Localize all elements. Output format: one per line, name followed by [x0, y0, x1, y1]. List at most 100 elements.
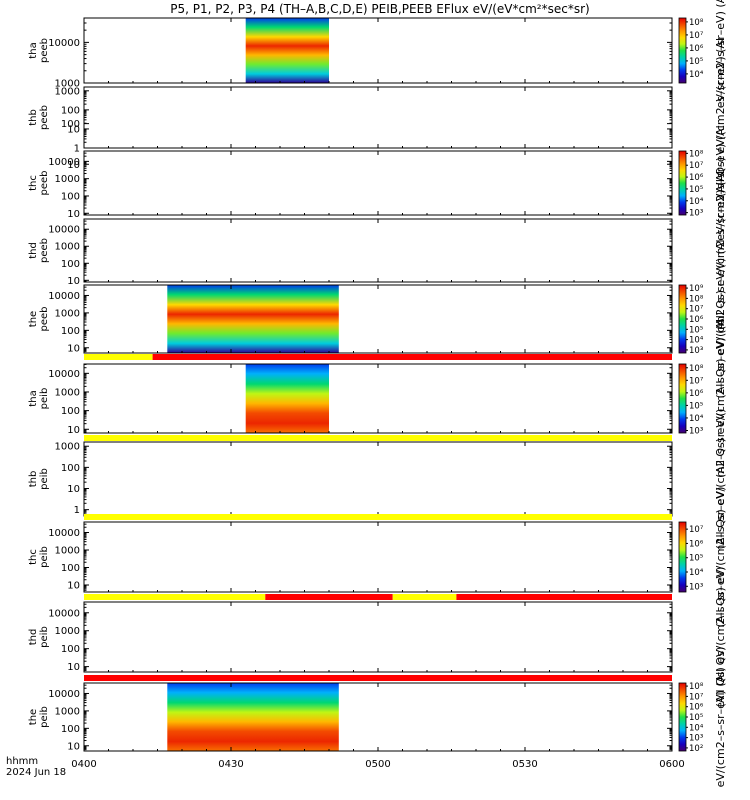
colorbar-scale — [678, 150, 687, 216]
colorbar-tick-label: 10⁷ — [689, 31, 704, 41]
spectrogram-data — [245, 364, 329, 433]
x-tick-label: 0430 — [218, 759, 243, 770]
y-tick-label: 10000 — [48, 369, 80, 380]
y-tick-label: 100 — [61, 105, 80, 116]
colorbar-tick-label: 10⁸ — [689, 294, 704, 304]
y-tick-label: 1000 — [55, 387, 80, 398]
y-tick-label: 1000 — [55, 242, 80, 253]
colorbar-tick-label: 10⁶ — [689, 389, 704, 399]
flag-segment — [84, 675, 672, 681]
x-footer-date: 2024 Jun 18 — [6, 767, 66, 778]
colorbar-tick-label: 10⁷ — [689, 525, 704, 535]
flag-segment — [265, 594, 393, 600]
colorbar-tick-label: 10² — [689, 744, 703, 754]
y-tick-label: 10 — [67, 425, 80, 436]
colorbar-scale — [678, 284, 687, 354]
colorbar-scale — [678, 521, 687, 593]
panel-thb-peib: 1000 100 10 1 thbpeib (All Qs) eV/(cm2–s–sr–e… — [28, 409, 727, 550]
y-tick-label: 1 — [74, 144, 80, 155]
y-axis-label: thdpeib — [28, 626, 50, 648]
panel-thc-peib: 10000 1000 100 10 thcpeib 10⁷ 10⁶ 10⁵ 10⁴ 10³ (All… — [28, 487, 727, 628]
colorbar-label: (All Qs) eV/(cm2–s–sr–eV) — [714, 567, 727, 708]
y-tick-label: 10000 — [48, 689, 80, 700]
colorbar-label: (All Qs) eV/(cm2–s–sr–eV) — [714, 487, 727, 628]
y-tick-label: 10 — [67, 662, 80, 673]
colorbar-tick-label: 10⁸ — [689, 18, 704, 28]
colorbar-tick-label: 10⁴ — [689, 723, 704, 733]
chart-title: P5, P1, P2, P3, P4 (TH–A,B,C,D,E) PEIB,P… — [170, 2, 589, 16]
colorbar-tick-label: 10⁸ — [689, 364, 704, 374]
colorbar-tick-label: 10⁷ — [689, 161, 704, 171]
panel-frame — [83, 521, 673, 593]
spectrogram-data — [245, 18, 329, 83]
colorbar-tick-label: 10⁴ — [689, 414, 704, 424]
flag-segment — [84, 594, 266, 600]
y-tick-label: 100 — [61, 326, 80, 337]
colorbar-tick-label: 10⁴ — [689, 336, 704, 346]
y-tick-label: 10 — [67, 209, 80, 220]
colorbar-tick-label: 10⁶ — [689, 539, 704, 549]
panel-the-peib: 10000100010010thepeib10⁸10⁷10⁶10⁵10⁴10³1… — [28, 647, 727, 788]
y-tick-label: 100 — [61, 563, 80, 574]
panel-frame — [83, 17, 673, 84]
colorbar-tick-label: 10⁶ — [689, 315, 704, 325]
panel-the-peeb: 10000 1000 100 10 thepeeb 10⁹10⁸10⁷10⁶10⁵10⁴1… — [28, 239, 727, 398]
y-tick-label: 1 — [74, 505, 80, 516]
y-axis-label: thepeib — [28, 706, 50, 728]
colorbar-tick-label: 10³ — [689, 209, 703, 219]
colorbar-tick-label: 10³ — [689, 582, 703, 592]
flag-segment — [84, 354, 153, 360]
colorbar-label: (All Qs) eV/(cm2–s–sr–eV) (Al — [714, 38, 727, 197]
panel-frame — [83, 218, 673, 283]
colorbar-scale — [678, 682, 687, 752]
y-tick-label: 1000 — [55, 546, 80, 557]
y-tick-label: 10 — [67, 343, 80, 354]
colorbar-tick-label: 10⁶ — [689, 173, 704, 183]
colorbar-tick-label: 10⁷ — [689, 305, 704, 315]
flag-segment — [392, 594, 457, 600]
flag-segment — [152, 354, 673, 360]
panel-tha-peib: 10000100010010thapeib10⁸10⁷10⁶10⁵10⁴10³(… — [28, 319, 727, 478]
panel-thc-peeb: 10000 1000 100 10 thcpeeb 10⁸ 10⁷ 10⁶ 10⁵ 10⁴ 10³ e… — [28, 125, 727, 241]
colorbar: 10⁸ 10⁷ 10⁶ 10⁵ 10⁴ — [678, 17, 704, 84]
y-axis-label: thbpeeb — [28, 105, 50, 130]
panel-frame — [83, 363, 673, 434]
colorbar-tick-label: 10³ — [689, 426, 703, 436]
colorbar-scale — [678, 363, 687, 434]
colorbar-tick-label: 10⁵ — [689, 713, 703, 723]
flag-segment — [456, 594, 672, 600]
x-tick-label: 0400 — [71, 759, 96, 770]
colorbar-tick-label: 10⁸ — [689, 682, 704, 692]
colorbar-label: eV/(cm2–s–sr–eV) (Al — [714, 0, 727, 108]
y-axis-label: thepeeb — [28, 307, 50, 332]
y-tick-label: 10 — [67, 276, 80, 287]
colorbar-tick-label: 10⁶ — [689, 703, 704, 713]
flag-segment — [84, 514, 672, 520]
y-axis-label: thbpeib — [28, 468, 50, 490]
colorbar-tick-label: 10⁹ — [689, 284, 704, 294]
y-tick-label: 10000 — [48, 38, 80, 49]
y-tick-label: 10 — [67, 124, 80, 135]
y-tick-label: 100 — [61, 259, 80, 270]
y-tick-label: 1000 — [55, 706, 80, 717]
panel-frame — [83, 86, 673, 149]
panel-frame — [83, 150, 673, 216]
colorbar-label: eV/(cm2–s–sr–eV) (Al — [714, 125, 727, 241]
flag-segment — [84, 435, 672, 441]
time-axis: 0400 0430 0500 0530 0600 — [71, 759, 684, 770]
y-tick-label: 100 — [61, 119, 80, 130]
colorbar-label: (All Qs) eV/(cm2–s–sr–eV) — [714, 409, 727, 550]
colorbar-tick-label: 10³ — [689, 346, 703, 356]
y-axis-label: thcpeeb — [28, 171, 50, 196]
y-tick-label: 10000 — [48, 291, 80, 302]
y-tick-label: 1000 — [55, 79, 80, 90]
y-tick-label: 100 — [61, 724, 80, 735]
colorbar-tick-label: 10⁴ — [689, 568, 704, 578]
colorbar-tick-label: 10⁴ — [689, 70, 704, 80]
colorbar: 10⁸ 10⁷ 10⁶ 10⁵ 10⁴ 10³ — [678, 363, 704, 436]
flag-bars — [84, 354, 673, 681]
